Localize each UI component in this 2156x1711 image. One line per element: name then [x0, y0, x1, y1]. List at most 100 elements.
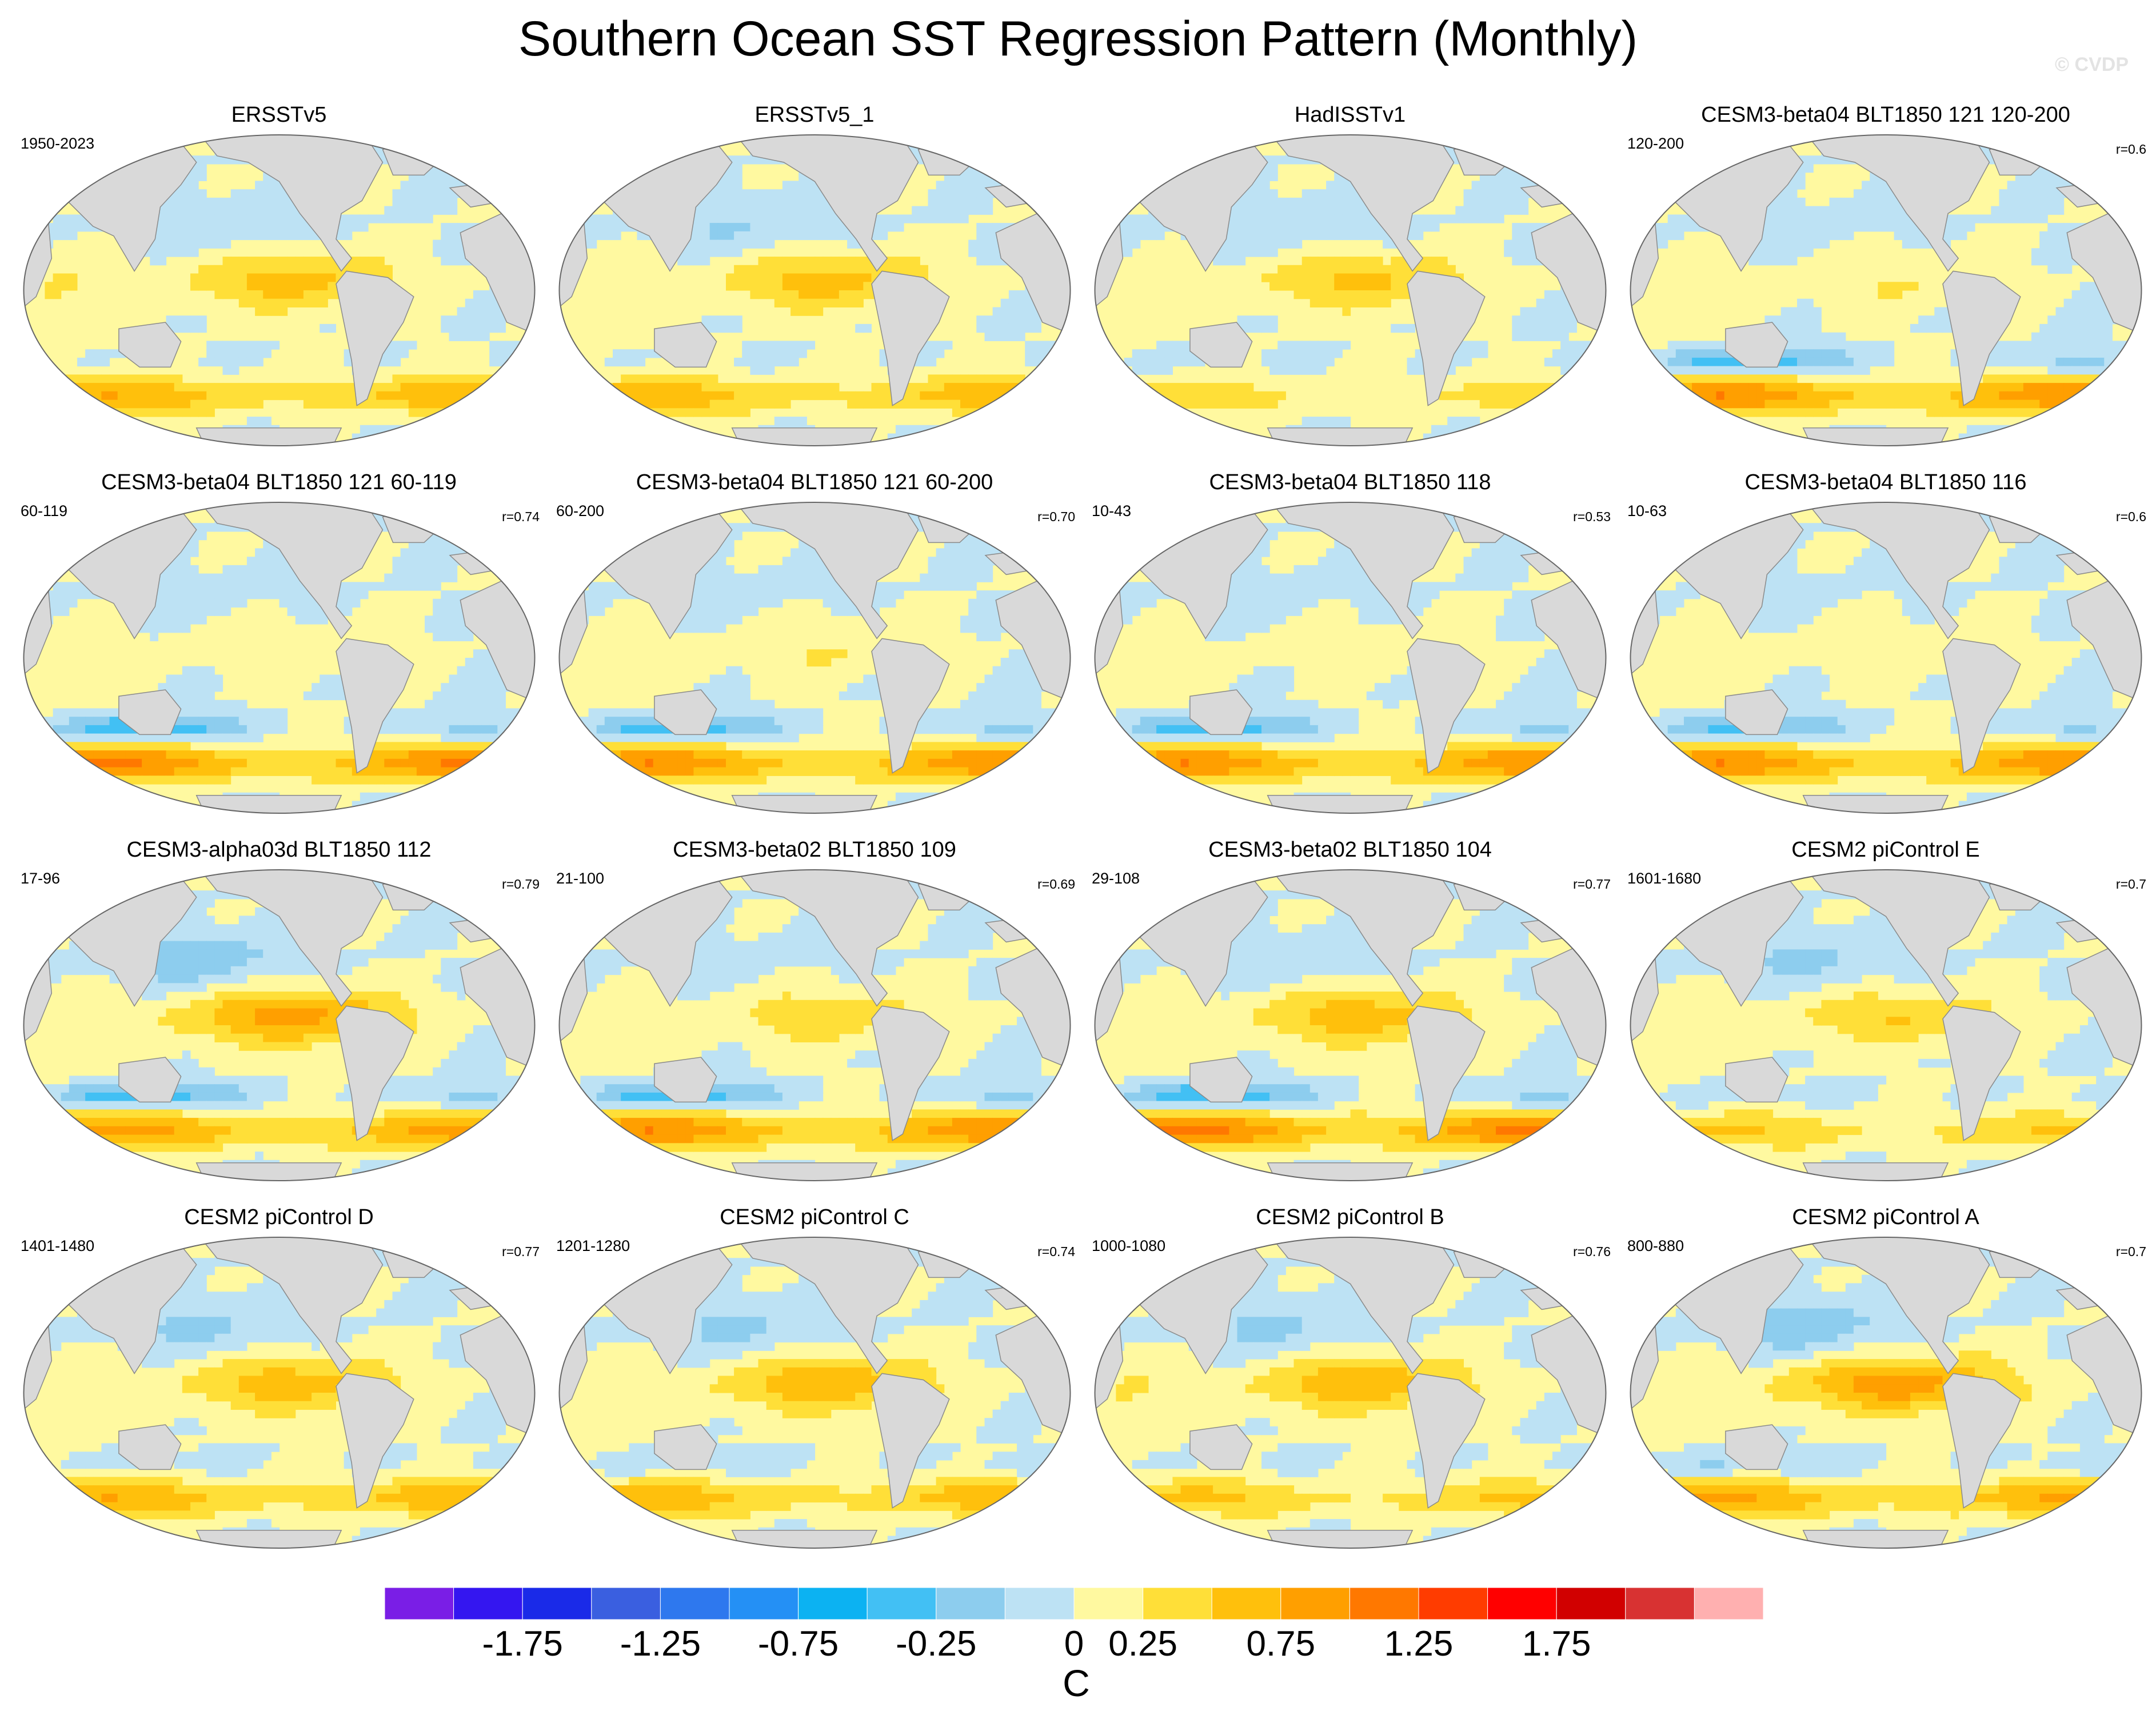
sst-cell — [109, 135, 118, 139]
sst-cell — [1277, 273, 1286, 282]
sst-cell — [1132, 366, 1141, 375]
sst-cell — [408, 197, 417, 207]
sst-cell — [863, 391, 872, 401]
sst-cell — [2047, 349, 2056, 358]
sst-map — [23, 134, 536, 446]
sst-cell — [1780, 323, 1790, 333]
sst-cell — [1983, 383, 1991, 392]
sst-cell — [174, 399, 183, 409]
sst-cell — [701, 391, 710, 401]
sst-cell — [1700, 155, 1708, 165]
map-panel: ERSSTv5_1 — [546, 102, 1083, 467]
sst-cell — [669, 147, 678, 156]
sst-cell — [529, 514, 535, 523]
sst-cell — [1326, 341, 1335, 350]
sst-cell — [1261, 181, 1270, 190]
sst-cell — [1309, 189, 1319, 198]
sst-cell — [1692, 341, 1700, 350]
sst-cell — [1552, 163, 1561, 173]
sst-cell — [392, 341, 401, 350]
sst-cell — [1788, 307, 1798, 316]
sst-cell — [1213, 147, 1221, 156]
sst-cell — [572, 408, 581, 417]
sst-cell — [29, 531, 37, 541]
sst-cell — [1894, 282, 1903, 291]
sst-cell — [529, 197, 535, 207]
sst-cell — [1140, 155, 1149, 165]
sst-cell — [1700, 442, 1708, 446]
sst-cell — [1261, 315, 1270, 325]
sst-cell — [1772, 239, 1782, 249]
sst-cell — [449, 163, 458, 173]
sst-cell — [93, 408, 102, 417]
sst-cell — [1837, 197, 1846, 207]
sst-cell — [1797, 399, 1806, 409]
sst-cell — [238, 383, 247, 392]
sst-cell — [1568, 147, 1577, 156]
sst-cell — [29, 408, 37, 417]
sst-cell — [2079, 417, 2089, 426]
sst-cell — [774, 206, 783, 215]
sst-cell — [831, 282, 840, 291]
sst-cell — [1592, 138, 1602, 147]
sst-cell — [1301, 257, 1311, 266]
sst-cell — [45, 181, 54, 190]
sst-cell — [1269, 197, 1278, 207]
sst-cell — [1528, 257, 1537, 266]
sst-cell — [2031, 248, 2040, 257]
sst-cell — [408, 433, 417, 442]
sst-cell — [596, 223, 605, 232]
sst-cell — [2071, 349, 2081, 358]
sst-cell — [85, 135, 94, 139]
sst-cell — [174, 231, 183, 241]
sst-cell — [2079, 172, 2089, 181]
sst-cell — [2079, 298, 2089, 307]
sst-cell — [790, 189, 799, 198]
sst-cell — [1813, 383, 1822, 392]
sst-cell — [790, 257, 799, 266]
sst-cell — [1285, 231, 1295, 241]
sst-cell — [312, 257, 320, 266]
sst-cell — [1544, 163, 1553, 173]
sst-cell — [2023, 408, 2032, 417]
sst-cell — [1095, 163, 1100, 173]
sst-cell — [685, 257, 694, 266]
sst-cell — [529, 138, 535, 147]
sst-cell — [742, 341, 750, 350]
sst-cell — [416, 181, 425, 190]
sst-cell — [1237, 197, 1246, 207]
sst-cell — [1975, 391, 1983, 401]
sst-cell — [1237, 206, 1246, 215]
sst-cell — [717, 206, 726, 215]
sst-cell — [1479, 147, 1488, 156]
sst-cell — [1966, 214, 1975, 223]
sst-cell — [1471, 442, 1480, 446]
sst-cell — [936, 189, 945, 198]
sst-cell — [85, 433, 94, 442]
sst-cell — [206, 349, 215, 358]
sst-cell — [230, 206, 239, 215]
sst-cell — [230, 290, 239, 299]
sst-cell — [726, 315, 734, 325]
sst-cell — [1829, 206, 1838, 215]
sst-cell — [376, 257, 385, 266]
sst-cell — [1431, 425, 1440, 434]
sst-cell — [1659, 349, 1668, 358]
sst-cell — [1788, 248, 1798, 257]
sst-cell — [1975, 135, 1983, 139]
panel-title: HadISSTv1 — [1081, 102, 1619, 128]
sst-cell — [1261, 197, 1270, 207]
sst-cell — [425, 214, 433, 223]
sst-cell — [1358, 273, 1367, 282]
sst-cell — [473, 531, 482, 541]
panel-years: 120-200 — [1627, 135, 1684, 153]
sst-cell — [1008, 374, 1017, 383]
sst-cell — [855, 265, 864, 274]
sst-cell — [69, 442, 78, 446]
sst-cell — [1716, 138, 1725, 147]
sst-cell — [1000, 172, 1009, 181]
sst-cell — [621, 442, 629, 446]
sst-cell — [400, 349, 409, 358]
sst-cell — [360, 257, 369, 266]
sst-cell — [230, 399, 239, 409]
